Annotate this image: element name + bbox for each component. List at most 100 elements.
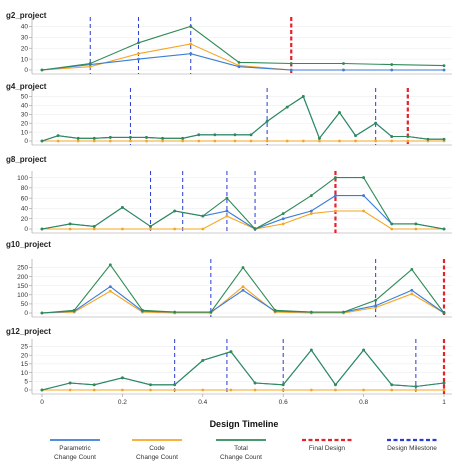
series-code-point	[390, 227, 394, 231]
series-total-line	[41, 177, 445, 230]
series-total-point	[181, 136, 185, 140]
series-code-point	[233, 139, 237, 143]
series-total-point	[390, 222, 394, 226]
panel-g2_project: g2_project 0 10 20 30 40	[6, 11, 452, 75]
x-axis-label: Design Timeline	[210, 419, 279, 429]
series-parametric-point	[309, 209, 313, 213]
series-total-point	[40, 68, 44, 72]
series-total-point	[40, 311, 44, 315]
series-total-point	[213, 133, 217, 137]
series-total-point	[237, 60, 241, 64]
series-total-point	[442, 311, 446, 315]
series-total-point	[201, 359, 205, 362]
y-tick-label: 150	[17, 283, 28, 290]
series-code-point	[149, 388, 152, 392]
series-total-point	[149, 383, 152, 387]
series-total-point	[442, 227, 446, 231]
series-code-point	[390, 388, 394, 392]
series-total-point	[76, 136, 80, 140]
y-tick-label: 40	[21, 103, 29, 110]
series-total-point	[301, 95, 305, 98]
series-code-point	[56, 139, 60, 143]
series-code-point	[161, 139, 165, 143]
series-code-point	[253, 388, 257, 392]
series-code-point	[121, 388, 124, 392]
series-total-point	[309, 348, 313, 352]
series-total-point	[68, 381, 72, 385]
series-code-point	[414, 388, 418, 392]
series-total-point	[374, 298, 378, 302]
y-tick-label: 15	[21, 361, 29, 368]
legend-final-label: Final Design	[309, 445, 346, 452]
series-code-point	[249, 139, 253, 143]
series-total-point	[342, 62, 345, 65]
series-code-point	[92, 388, 96, 392]
series-code-point	[285, 139, 289, 143]
series-total-point	[406, 135, 410, 138]
series-code-point	[309, 388, 313, 392]
series-code-point	[189, 42, 193, 46]
series-total-point	[56, 134, 60, 138]
series-parametric-point	[237, 65, 241, 69]
series-total-point	[281, 212, 285, 215]
series-parametric-point	[442, 68, 446, 72]
series-total-point	[233, 133, 237, 137]
series-total-point	[249, 133, 253, 137]
series-total-point	[173, 310, 177, 314]
series-parametric-point	[374, 304, 378, 308]
series-parametric-line	[41, 349, 445, 391]
series-code-point	[301, 139, 305, 143]
series-code-point	[68, 227, 72, 231]
legend-total-label-line2: Change Count	[220, 454, 262, 461]
series-code-point	[201, 227, 205, 231]
y-tick-label: 60	[21, 195, 29, 202]
series-total-point	[161, 136, 165, 140]
series-code-point	[265, 139, 269, 143]
y-tick-label: 30	[21, 35, 29, 42]
series-total-point	[334, 383, 337, 387]
series-total-point	[390, 383, 394, 387]
y-tick-label: 40	[21, 24, 29, 31]
series-code-point	[92, 139, 96, 143]
series-total-point	[362, 176, 365, 179]
y-tick-label: 20	[21, 120, 29, 127]
y-tick-label: 25	[21, 344, 29, 351]
series-parametric-point	[334, 194, 337, 197]
series-code-point	[173, 388, 177, 392]
series-parametric-point	[225, 209, 229, 213]
y-tick-label: 20	[21, 216, 29, 223]
series-parametric-point	[281, 217, 285, 221]
y-tick-label: 200	[17, 274, 28, 281]
series-total-point	[229, 350, 233, 354]
series-code-point	[317, 139, 321, 143]
series-total-point	[354, 134, 357, 138]
panel-title: g2_project	[6, 11, 47, 20]
y-tick-label: 0	[24, 138, 28, 145]
series-code-point	[201, 388, 205, 392]
series-total-point	[121, 206, 124, 209]
series-code-point	[145, 139, 148, 143]
series-total-point	[40, 388, 44, 392]
series-code-point	[137, 52, 140, 56]
series-total-point	[189, 25, 193, 28]
panel-title: g8_project	[6, 155, 47, 164]
y-tick-label: 250	[17, 265, 28, 272]
series-code-point	[362, 209, 365, 213]
series-code-point	[88, 65, 92, 69]
series-code-point	[414, 227, 418, 231]
series-total-point	[225, 196, 229, 200]
y-tick-label: 5	[24, 378, 28, 385]
series-code-point	[92, 227, 96, 231]
legend-parametric-label: Parametric	[59, 445, 91, 452]
x-tick-label: 0.4	[198, 399, 207, 406]
series-code-point	[374, 139, 378, 143]
series-total-point	[442, 137, 446, 141]
series-code-point	[442, 388, 446, 392]
series-total-point	[289, 62, 293, 65]
series-parametric-point	[289, 68, 293, 72]
series-code-point	[149, 227, 152, 231]
y-tick-label: 80	[21, 185, 29, 192]
series-code-point	[121, 227, 124, 231]
